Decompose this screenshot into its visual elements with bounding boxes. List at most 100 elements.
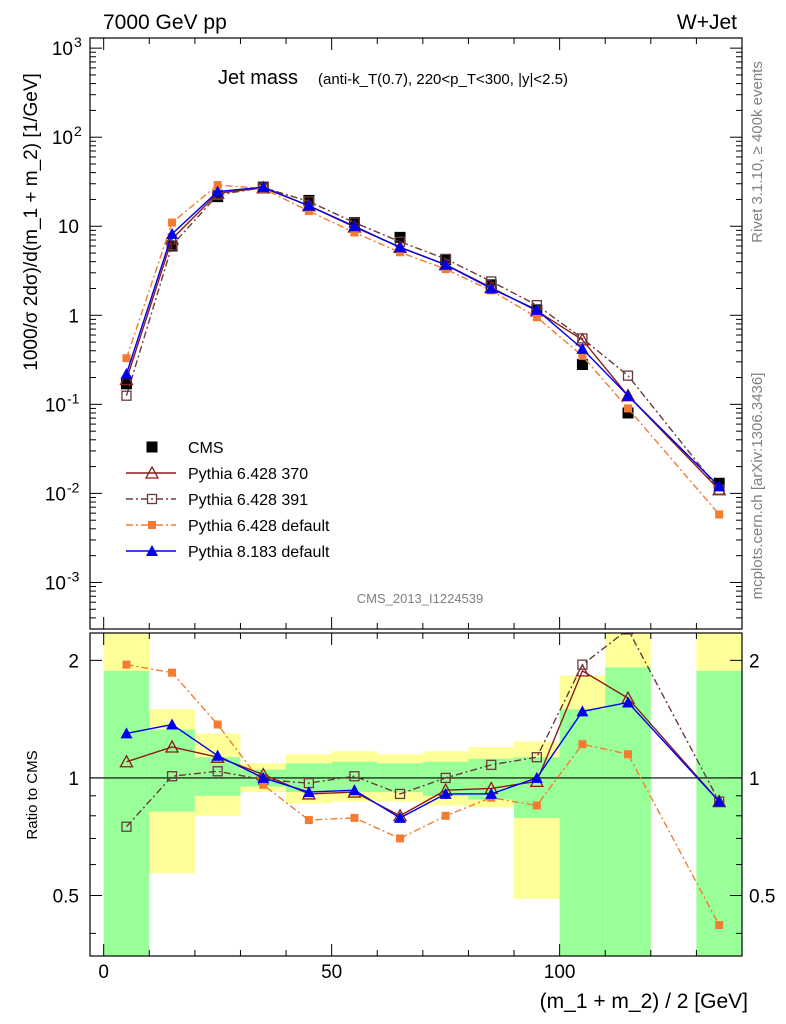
ratio-point bbox=[120, 727, 133, 739]
legend-label: Pythia 6.428 391 bbox=[188, 492, 308, 509]
ratio-point bbox=[396, 834, 405, 843]
ratio-point bbox=[168, 668, 177, 677]
ratio-point bbox=[394, 788, 406, 800]
main-point bbox=[530, 303, 543, 315]
legend-entry-4: Pythia 8.183 default bbox=[126, 544, 330, 561]
ratio-point bbox=[485, 787, 498, 799]
ratio-point bbox=[575, 663, 590, 677]
legend-entry-0: CMS bbox=[146, 440, 224, 457]
ratio-point bbox=[122, 660, 131, 669]
main-point bbox=[715, 510, 724, 519]
ratio-point bbox=[713, 795, 726, 807]
ratio-point bbox=[350, 813, 359, 822]
y-tick-exponent: -3 bbox=[67, 568, 80, 584]
main-point bbox=[166, 227, 179, 239]
main-ylabel: 1000/σ 2dσ)/d(m_1 + m_2) [1/GeV] bbox=[21, 73, 42, 371]
ratio-point bbox=[213, 720, 222, 729]
main-point bbox=[122, 354, 131, 363]
analysis-label: CMS_2013_I1224539 bbox=[357, 591, 484, 606]
main-point bbox=[257, 181, 270, 193]
ratio-band-green bbox=[559, 709, 606, 956]
main-point bbox=[211, 185, 224, 197]
y-tick-label: 10 bbox=[58, 217, 79, 238]
legend-label: Pythia 6.428 default bbox=[188, 518, 330, 535]
ratio-band-green bbox=[605, 667, 651, 956]
ratio-y-tick-label: 2 bbox=[68, 651, 79, 672]
ratio-panel: 0.5 0.5 1 1 2 2 0 50 100 bbox=[53, 632, 775, 983]
ratio-point bbox=[531, 752, 542, 763]
main-point bbox=[166, 240, 178, 251]
header-left: 7000 GeV pp bbox=[103, 11, 227, 34]
y-tick-label: 10 bbox=[45, 484, 66, 505]
main-point bbox=[350, 228, 359, 237]
ratio-y-tick-label: 1 bbox=[68, 769, 79, 790]
ratio-y-tick-label-right: 0.5 bbox=[749, 887, 775, 908]
ratio-point bbox=[486, 759, 497, 771]
legend-entry-2: Pythia 6.428 391 bbox=[126, 492, 308, 509]
y-tick-label: 10 bbox=[52, 39, 73, 60]
main-point bbox=[439, 258, 452, 270]
ratio-y-tick-label-right: 2 bbox=[749, 651, 760, 672]
ratio-series-group bbox=[119, 633, 727, 930]
main-point bbox=[532, 313, 541, 322]
rivet-watermark: Rivet 3.1.10, ≥ 400k events bbox=[749, 61, 766, 243]
ratio-point bbox=[166, 718, 179, 730]
legend-entry-1: Pythia 6.428 370 bbox=[126, 465, 308, 483]
main-point bbox=[119, 372, 134, 386]
main-point bbox=[622, 407, 634, 419]
main-point bbox=[394, 241, 407, 253]
ratio-band-green bbox=[149, 729, 195, 812]
plot-title: Jet mass bbox=[218, 67, 298, 89]
ratio-point bbox=[257, 771, 270, 783]
ratio-point bbox=[440, 772, 451, 784]
ratio-series-3 bbox=[120, 696, 726, 823]
legend-marker bbox=[146, 545, 158, 556]
main-point bbox=[302, 199, 315, 211]
main-frame bbox=[89, 37, 743, 630]
x-tick-label: 100 bbox=[544, 962, 576, 983]
ratio-point bbox=[530, 771, 543, 783]
ratio-point bbox=[622, 696, 635, 708]
main-point bbox=[121, 390, 132, 401]
main-point bbox=[713, 480, 726, 492]
main-point bbox=[576, 359, 588, 371]
main-point bbox=[213, 181, 222, 190]
ratio-point bbox=[212, 766, 223, 777]
y-tick-exponent: 2 bbox=[74, 123, 82, 139]
ratio-point bbox=[302, 786, 315, 798]
ratio-point bbox=[439, 787, 452, 799]
x-axis-label: (m_1 + m_2) / 2 [GeV] bbox=[540, 990, 748, 1013]
main-point bbox=[212, 191, 224, 203]
ratio-point bbox=[441, 811, 450, 820]
main-series-4 bbox=[120, 181, 726, 492]
ratio-point bbox=[259, 780, 268, 789]
main-point bbox=[304, 207, 313, 216]
ratio-point bbox=[304, 816, 313, 825]
ratio-point bbox=[715, 921, 724, 930]
ratio-point bbox=[394, 811, 407, 823]
legend-marker bbox=[146, 441, 158, 453]
y-tick-exponent: -2 bbox=[67, 479, 80, 495]
ratio-point bbox=[577, 659, 588, 670]
main-point bbox=[622, 389, 635, 401]
legend-marker bbox=[144, 465, 160, 479]
ratio-point bbox=[166, 771, 178, 782]
main-point bbox=[120, 367, 133, 379]
main-point bbox=[578, 351, 587, 360]
legend-label: Pythia 6.428 370 bbox=[188, 466, 308, 483]
ratio-point bbox=[121, 821, 132, 832]
ratio-point bbox=[624, 750, 633, 759]
ratio-y-tick-label-right: 1 bbox=[749, 769, 760, 790]
mcplots-watermark: mcplots.cern.ch [arXiv:1306.3436] bbox=[749, 373, 766, 600]
ratio-point bbox=[348, 784, 361, 796]
y-tick-exponent: 3 bbox=[74, 34, 82, 50]
legend-entry-3: Pythia 6.428 default bbox=[126, 518, 330, 535]
legend-label: Pythia 8.183 default bbox=[188, 544, 330, 561]
main-point bbox=[624, 404, 633, 413]
ratio-y-tick-label: 0.5 bbox=[53, 887, 79, 908]
header-right: W+Jet bbox=[677, 11, 737, 34]
ratio-band-green bbox=[696, 670, 742, 956]
y-tick-label: 1 bbox=[68, 306, 79, 327]
ratio-point bbox=[349, 771, 360, 782]
